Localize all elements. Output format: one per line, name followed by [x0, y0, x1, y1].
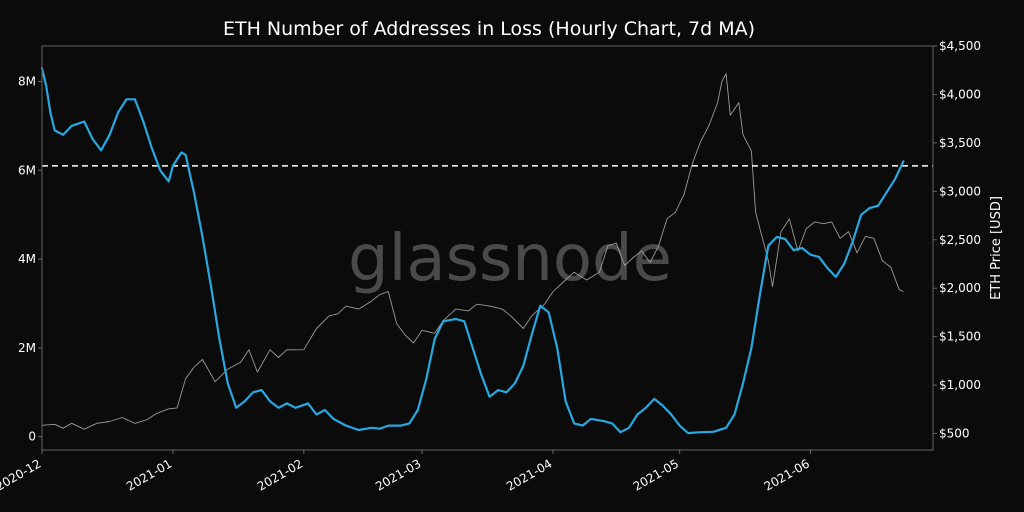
address-series-layer — [40, 67, 905, 435]
plot-area-frame — [41, 45, 934, 451]
y2-tick-label: $1,500 — [939, 330, 981, 344]
y-tick-label: 8M — [18, 75, 36, 89]
right-y-axis: $500 $1,000 $1,500 $2,000 $2,500 $3,000 $3,500… — [933, 39, 981, 441]
y2-tick-label: $2,500 — [939, 233, 981, 247]
y2-tick-label: $4,500 — [939, 39, 981, 53]
y2-tick-label: $1,000 — [939, 378, 981, 392]
y2-tick-label: $3,000 — [939, 184, 981, 198]
y2-tick-label: $500 — [939, 427, 970, 441]
y-tick-label: 4M — [18, 252, 36, 266]
addresses-in-loss-line — [40, 67, 905, 435]
chart-title: ETH Number of Addresses in Loss (Hourly … — [223, 18, 755, 40]
y2-tick-label: $2,000 — [939, 281, 981, 295]
y-tick-label: 0 — [28, 430, 36, 444]
glassnode-watermark: glassnode — [348, 222, 672, 296]
right-y-axis-label: ETH Price [USD] — [989, 196, 1004, 300]
eth-price-line — [41, 73, 904, 430]
y2-tick-label: $4,000 — [939, 87, 981, 101]
y2-tick-label: $3,500 — [939, 136, 981, 150]
y-tick-label: 6M — [18, 163, 36, 177]
y-tick-label: 2M — [18, 341, 36, 355]
price-series-layer — [41, 73, 904, 430]
left-y-axis: 0 2M 4M 6M 8M — [18, 75, 42, 444]
